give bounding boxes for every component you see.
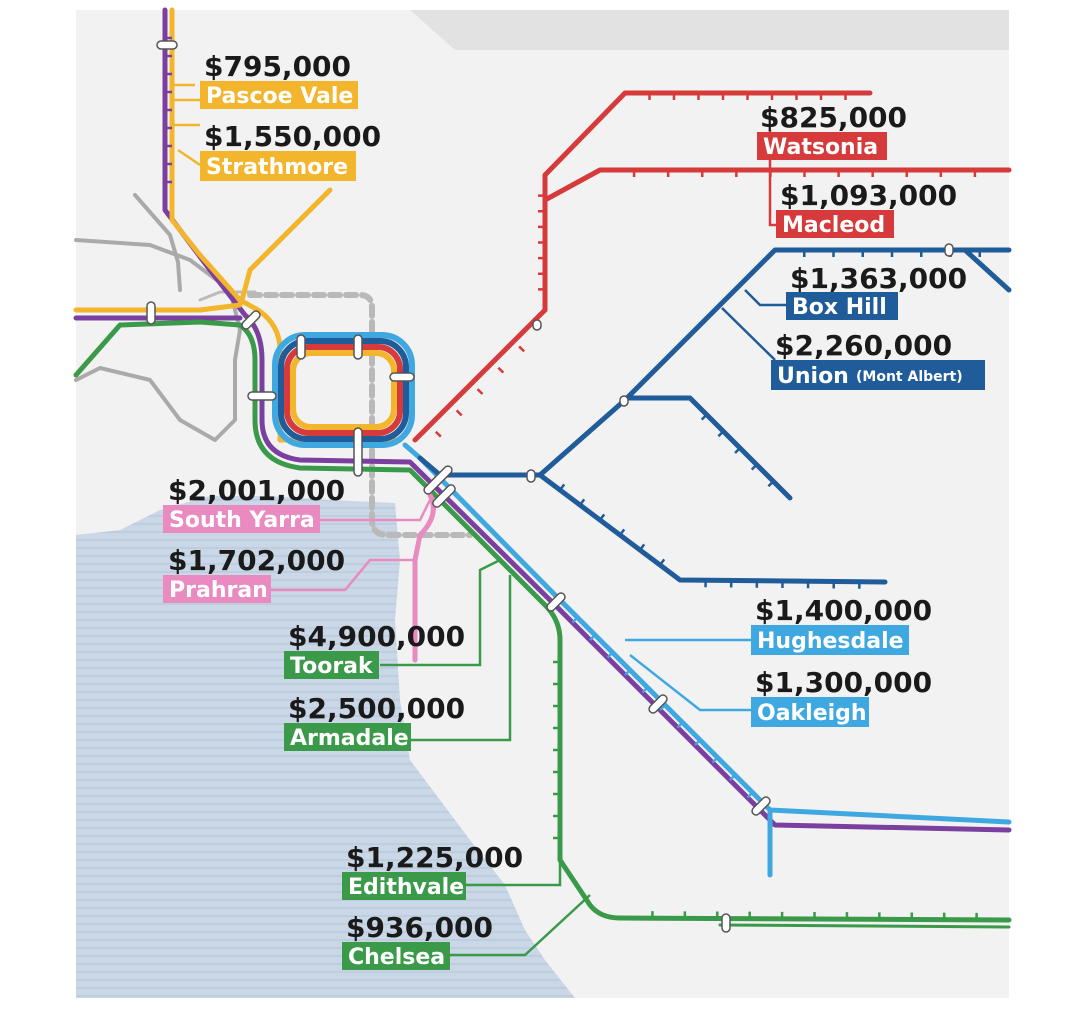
label-prahran: Prahran [169, 578, 268, 603]
label-box-hill: Box Hill [792, 295, 887, 320]
city-loop-red [284, 344, 403, 436]
station-tick [518, 345, 526, 353]
station-tick [579, 498, 586, 506]
station-tick [559, 483, 566, 491]
price-oakleigh: $1,300,000 [755, 666, 932, 699]
station-oakleigh[interactable]: $1,300,000 Oakleigh [751, 666, 932, 727]
label-south-yarra: South Yarra [169, 508, 315, 533]
city-loop-dashed [247, 292, 473, 538]
land-block [410, 10, 1009, 50]
station-tick [659, 704, 666, 711]
station-tick [571, 616, 579, 624]
label-hughesdale: Hughesdale [757, 629, 904, 654]
label-oakleigh: Oakleigh [757, 701, 867, 726]
price-armadale: $2,500,000 [288, 692, 465, 725]
station-prahran[interactable]: $1,702,000 Prahran [163, 544, 345, 603]
station-tick [700, 413, 708, 421]
price-prahran: $1,702,000 [168, 544, 345, 577]
price-south-yarra: $2,001,000 [168, 474, 345, 507]
frankston-line [237, 322, 1012, 923]
station-tick [734, 447, 741, 454]
station-tick [434, 430, 442, 438]
price-box-hill: $1,363,000 [790, 262, 967, 295]
label-armadale: Armadale [290, 726, 409, 751]
station-tick [606, 651, 614, 659]
frankston-west [73, 319, 243, 378]
station-hughesdale[interactable]: $1,400,000 Hughesdale [751, 594, 932, 655]
price-toorak: $4,900,000 [288, 620, 465, 653]
price-union: $2,260,000 [775, 329, 952, 362]
label-union: Union [777, 364, 849, 389]
upfield-branch [239, 187, 333, 303]
station-tick [659, 558, 666, 566]
station-tick [717, 430, 725, 438]
station-tick [641, 686, 649, 694]
station-tick [729, 774, 736, 781]
other-line-2 [74, 238, 242, 442]
station-box-hill[interactable]: $1,363,000 Box Hill [786, 262, 967, 320]
station-edithvale[interactable]: $1,225,000 Edithvale [342, 841, 523, 900]
station-tick [497, 366, 505, 374]
station-tick [750, 463, 758, 471]
label-watsonia: Watsonia [763, 135, 878, 160]
station-union[interactable]: $2,260,000 Union (Mont Albert) [771, 329, 985, 390]
city-loop-yellow [290, 350, 397, 430]
station-ticks [165, 36, 981, 920]
interchange-markers [146, 40, 954, 933]
label-union-sub: (Mont Albert) [856, 369, 963, 385]
station-tick [711, 756, 719, 764]
price-watsonia: $825,000 [760, 101, 907, 134]
station-strathmore[interactable]: $1,550,000 Strathmore [200, 120, 381, 181]
station-pascoe-vale[interactable]: $795,000 Pascoe Vale [200, 50, 358, 109]
price-edithvale: $1,225,000 [346, 841, 523, 874]
station-macleod[interactable]: $1,093,000 Macleod [776, 179, 957, 238]
station-tick [639, 543, 646, 551]
price-hughesdale: $1,400,000 [755, 594, 932, 627]
station-tick [476, 388, 484, 395]
city-loop-navy [278, 338, 409, 442]
sandringham-line [412, 492, 436, 663]
station-tick [746, 791, 754, 799]
price-pascoe-vale: $795,000 [204, 50, 351, 83]
label-strathmore: Strathmore [206, 155, 348, 180]
price-macleod: $1,093,000 [780, 179, 957, 212]
label-chelsea: Chelsea [348, 945, 445, 970]
station-watsonia[interactable]: $825,000 Watsonia [757, 101, 907, 160]
price-strathmore: $1,550,000 [204, 120, 381, 153]
price-chelsea: $936,000 [346, 911, 493, 944]
station-tick [624, 669, 631, 676]
station-tick [455, 409, 463, 417]
city-loop-blue [272, 332, 415, 448]
station-tick [589, 634, 596, 641]
belgrave-branch-2 [962, 247, 1012, 293]
station-south-yarra[interactable]: $2,001,000 South Yarra [163, 474, 345, 533]
hurstbridge-line [412, 90, 873, 443]
station-tick [599, 513, 606, 521]
station-tick [767, 480, 775, 488]
label-macleod: Macleod [782, 213, 885, 238]
label-edithvale: Edithvale [348, 875, 464, 900]
label-connectors [172, 83, 790, 957]
station-tick [619, 528, 626, 536]
station-tick [694, 739, 701, 746]
upfield-west [73, 302, 243, 313]
other-line [133, 193, 182, 292]
frankston-line-2 [718, 923, 1011, 929]
station-armadale[interactable]: $2,500,000 Armadale [284, 692, 465, 751]
station-tick [676, 721, 684, 729]
label-toorak: Toorak [290, 654, 374, 679]
station-toorak[interactable]: $4,900,000 Toorak [284, 620, 465, 679]
glen-waverley-line [537, 472, 888, 585]
label-pascoe-vale: Pascoe Vale [206, 84, 353, 109]
station-chelsea[interactable]: $936,000 Chelsea [342, 911, 493, 970]
belgrave-line [417, 247, 1012, 478]
